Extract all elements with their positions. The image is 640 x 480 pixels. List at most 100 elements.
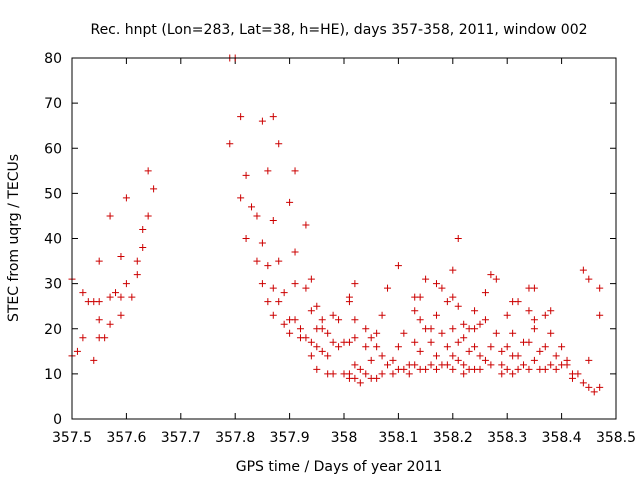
data-point xyxy=(492,275,500,283)
data-point xyxy=(150,185,158,193)
data-point xyxy=(373,329,381,337)
data-point xyxy=(269,113,277,121)
data-point xyxy=(476,352,484,360)
data-point xyxy=(302,334,310,342)
data-point xyxy=(487,343,495,351)
data-point xyxy=(335,316,343,324)
data-point xyxy=(530,316,538,324)
data-point xyxy=(373,374,381,382)
data-point xyxy=(481,356,489,364)
data-point xyxy=(258,239,266,247)
data-point xyxy=(449,325,457,333)
data-point xyxy=(248,203,256,211)
data-point xyxy=(275,140,283,148)
axis-tick-labels: 357.5 357.6 357.7 357.8 357.9 358 358.1 358.2 35… xyxy=(44,51,636,446)
data-point xyxy=(106,293,114,301)
y-tick-label: 10 xyxy=(44,367,62,383)
data-point xyxy=(509,329,517,337)
data-point xyxy=(258,280,266,288)
data-point xyxy=(122,280,130,288)
data-point xyxy=(449,352,457,360)
data-point xyxy=(411,307,419,315)
data-point xyxy=(351,334,359,342)
data-point xyxy=(525,365,533,373)
data-point xyxy=(454,338,462,346)
y-tick-label: 20 xyxy=(44,322,62,338)
data-point xyxy=(275,298,283,306)
data-point xyxy=(460,320,468,328)
data-point xyxy=(378,370,386,378)
data-point xyxy=(530,284,538,292)
data-point xyxy=(258,117,266,125)
x-axis-label: GPS time / Days of year 2011 xyxy=(236,459,443,475)
data-point xyxy=(400,365,408,373)
data-point xyxy=(541,365,549,373)
chart-title: Rec. hnpt (Lon=283, Lat=38, h=HE), days … xyxy=(90,22,587,38)
data-point xyxy=(313,343,321,351)
x-tick-label: 358.5 xyxy=(596,430,636,446)
data-point xyxy=(416,316,424,324)
data-point xyxy=(536,347,544,355)
data-point xyxy=(585,275,593,283)
data-point xyxy=(405,370,413,378)
data-point xyxy=(427,338,435,346)
data-point xyxy=(79,289,87,297)
data-point xyxy=(520,361,528,369)
data-point xyxy=(438,329,446,337)
data-point xyxy=(558,343,566,351)
data-point xyxy=(427,325,435,333)
data-point xyxy=(530,356,538,364)
data-point xyxy=(280,289,288,297)
data-point xyxy=(329,311,337,319)
data-point xyxy=(416,293,424,301)
data-point xyxy=(432,365,440,373)
data-point xyxy=(335,343,343,351)
data-point xyxy=(242,235,250,242)
data-point xyxy=(291,280,299,288)
data-point xyxy=(454,235,462,242)
data-point xyxy=(438,284,446,292)
data-point xyxy=(117,253,125,261)
data-point xyxy=(95,316,103,324)
y-tick-label: 80 xyxy=(44,51,62,67)
data-point xyxy=(286,198,294,206)
data-point xyxy=(454,356,462,364)
data-point xyxy=(112,289,120,297)
data-point xyxy=(237,194,245,202)
data-point xyxy=(264,167,272,175)
data-point xyxy=(313,365,321,373)
data-point xyxy=(465,347,473,355)
y-tick-label: 0 xyxy=(53,412,62,428)
data-point xyxy=(411,361,419,369)
data-point xyxy=(133,257,141,265)
data-point xyxy=(117,293,125,301)
x-tick-label: 357.8 xyxy=(215,430,255,446)
y-tick-label: 40 xyxy=(44,232,62,248)
data-point xyxy=(541,311,549,319)
data-point xyxy=(302,221,310,229)
data-point xyxy=(503,365,511,373)
data-point xyxy=(373,343,381,351)
data-point xyxy=(454,302,462,310)
data-point xyxy=(362,370,370,378)
data-point xyxy=(460,361,468,369)
data-point xyxy=(574,370,582,378)
data-point xyxy=(492,329,500,337)
data-point xyxy=(280,320,288,328)
y-axis-label: STEC from uqrg / TECUs xyxy=(6,154,22,322)
data-point xyxy=(525,338,533,346)
data-point xyxy=(351,361,359,369)
data-point xyxy=(101,334,109,342)
data-point xyxy=(269,284,277,292)
data-point xyxy=(432,352,440,360)
data-point xyxy=(253,257,261,265)
data-point xyxy=(367,334,375,342)
data-point xyxy=(128,293,136,301)
data-points xyxy=(68,54,604,396)
data-point xyxy=(106,320,114,328)
data-point xyxy=(324,352,332,360)
data-point xyxy=(378,352,386,360)
data-point xyxy=(579,266,587,274)
data-point xyxy=(378,311,386,319)
